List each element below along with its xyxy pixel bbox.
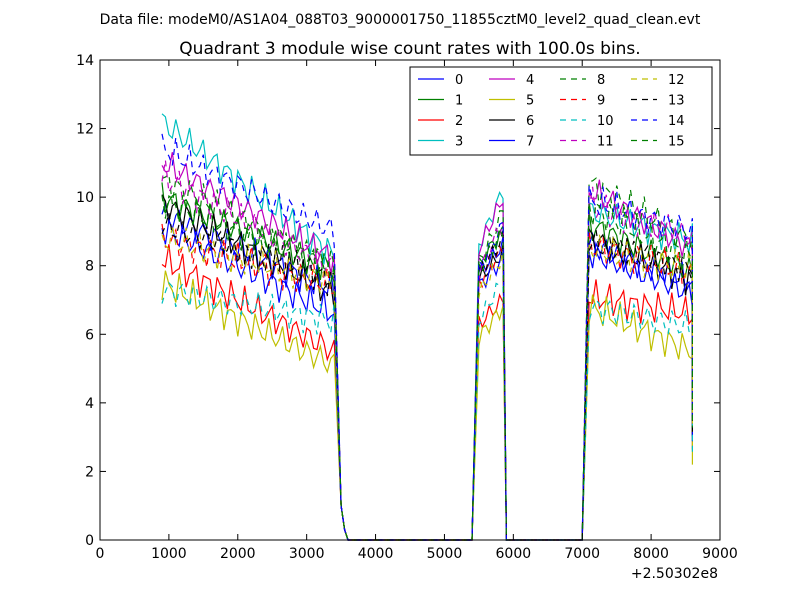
x-tick-label: 5000 [427,546,463,562]
series-line-8 [161,173,693,541]
series-line-14 [161,133,693,541]
legend-label-8: 8 [597,73,605,88]
axes-ticks: 0 1000 2000 3000 4000 5000 6000 7000 8000 9000 0 2 4… [76,53,738,562]
y-tick-label: 2 [85,464,94,480]
y-tick-label: 4 [85,396,94,412]
legend-label-7: 7 [526,135,534,150]
legend-label-6: 6 [526,114,534,129]
legend-label-4: 4 [526,73,534,88]
legend-label-0: 0 [455,73,463,88]
x-tick-label: 3000 [289,546,325,562]
y-tick-label: 10 [76,190,94,206]
figure-suptitle: Data file: modeM0/AS1A04_088T03_90000017… [100,12,701,28]
x-tick-label: 1000 [151,546,187,562]
y-tick-label: 6 [85,327,94,343]
x-tick-label: 0 [96,546,105,562]
legend-label-10: 10 [597,114,614,129]
x-tick-label: 4000 [358,546,394,562]
legend-label-1: 1 [455,94,463,109]
legend-label-14: 14 [668,114,685,129]
x-tick-label: 8000 [633,546,669,562]
legend-label-5: 5 [526,94,534,109]
x-tick-label: 9000 [702,546,738,562]
legend-label-3: 3 [455,135,463,150]
x-tick-label: 2000 [220,546,256,562]
x-tick-label: 7000 [564,546,600,562]
y-tick-label: 12 [76,122,94,138]
legend-label-12: 12 [668,73,685,88]
y-tick-label: 0 [85,533,94,549]
chart-title: Quadrant 3 module wise count rates with … [179,39,640,59]
series-line-9 [161,223,693,541]
legend-label-9: 9 [597,94,605,109]
x-tick-label: 6000 [496,546,532,562]
legend-label-2: 2 [455,114,463,129]
x-offset-label: +2.50302e8 [631,566,718,582]
y-tick-label: 8 [85,259,94,275]
series-line-12 [161,224,693,541]
legend-label-11: 11 [597,135,614,150]
legend-label-13: 13 [668,94,685,109]
plot-lines [161,113,693,541]
y-tick-label: 14 [76,53,94,69]
legend-label-15: 15 [668,135,685,150]
plot-frame [99,59,721,541]
